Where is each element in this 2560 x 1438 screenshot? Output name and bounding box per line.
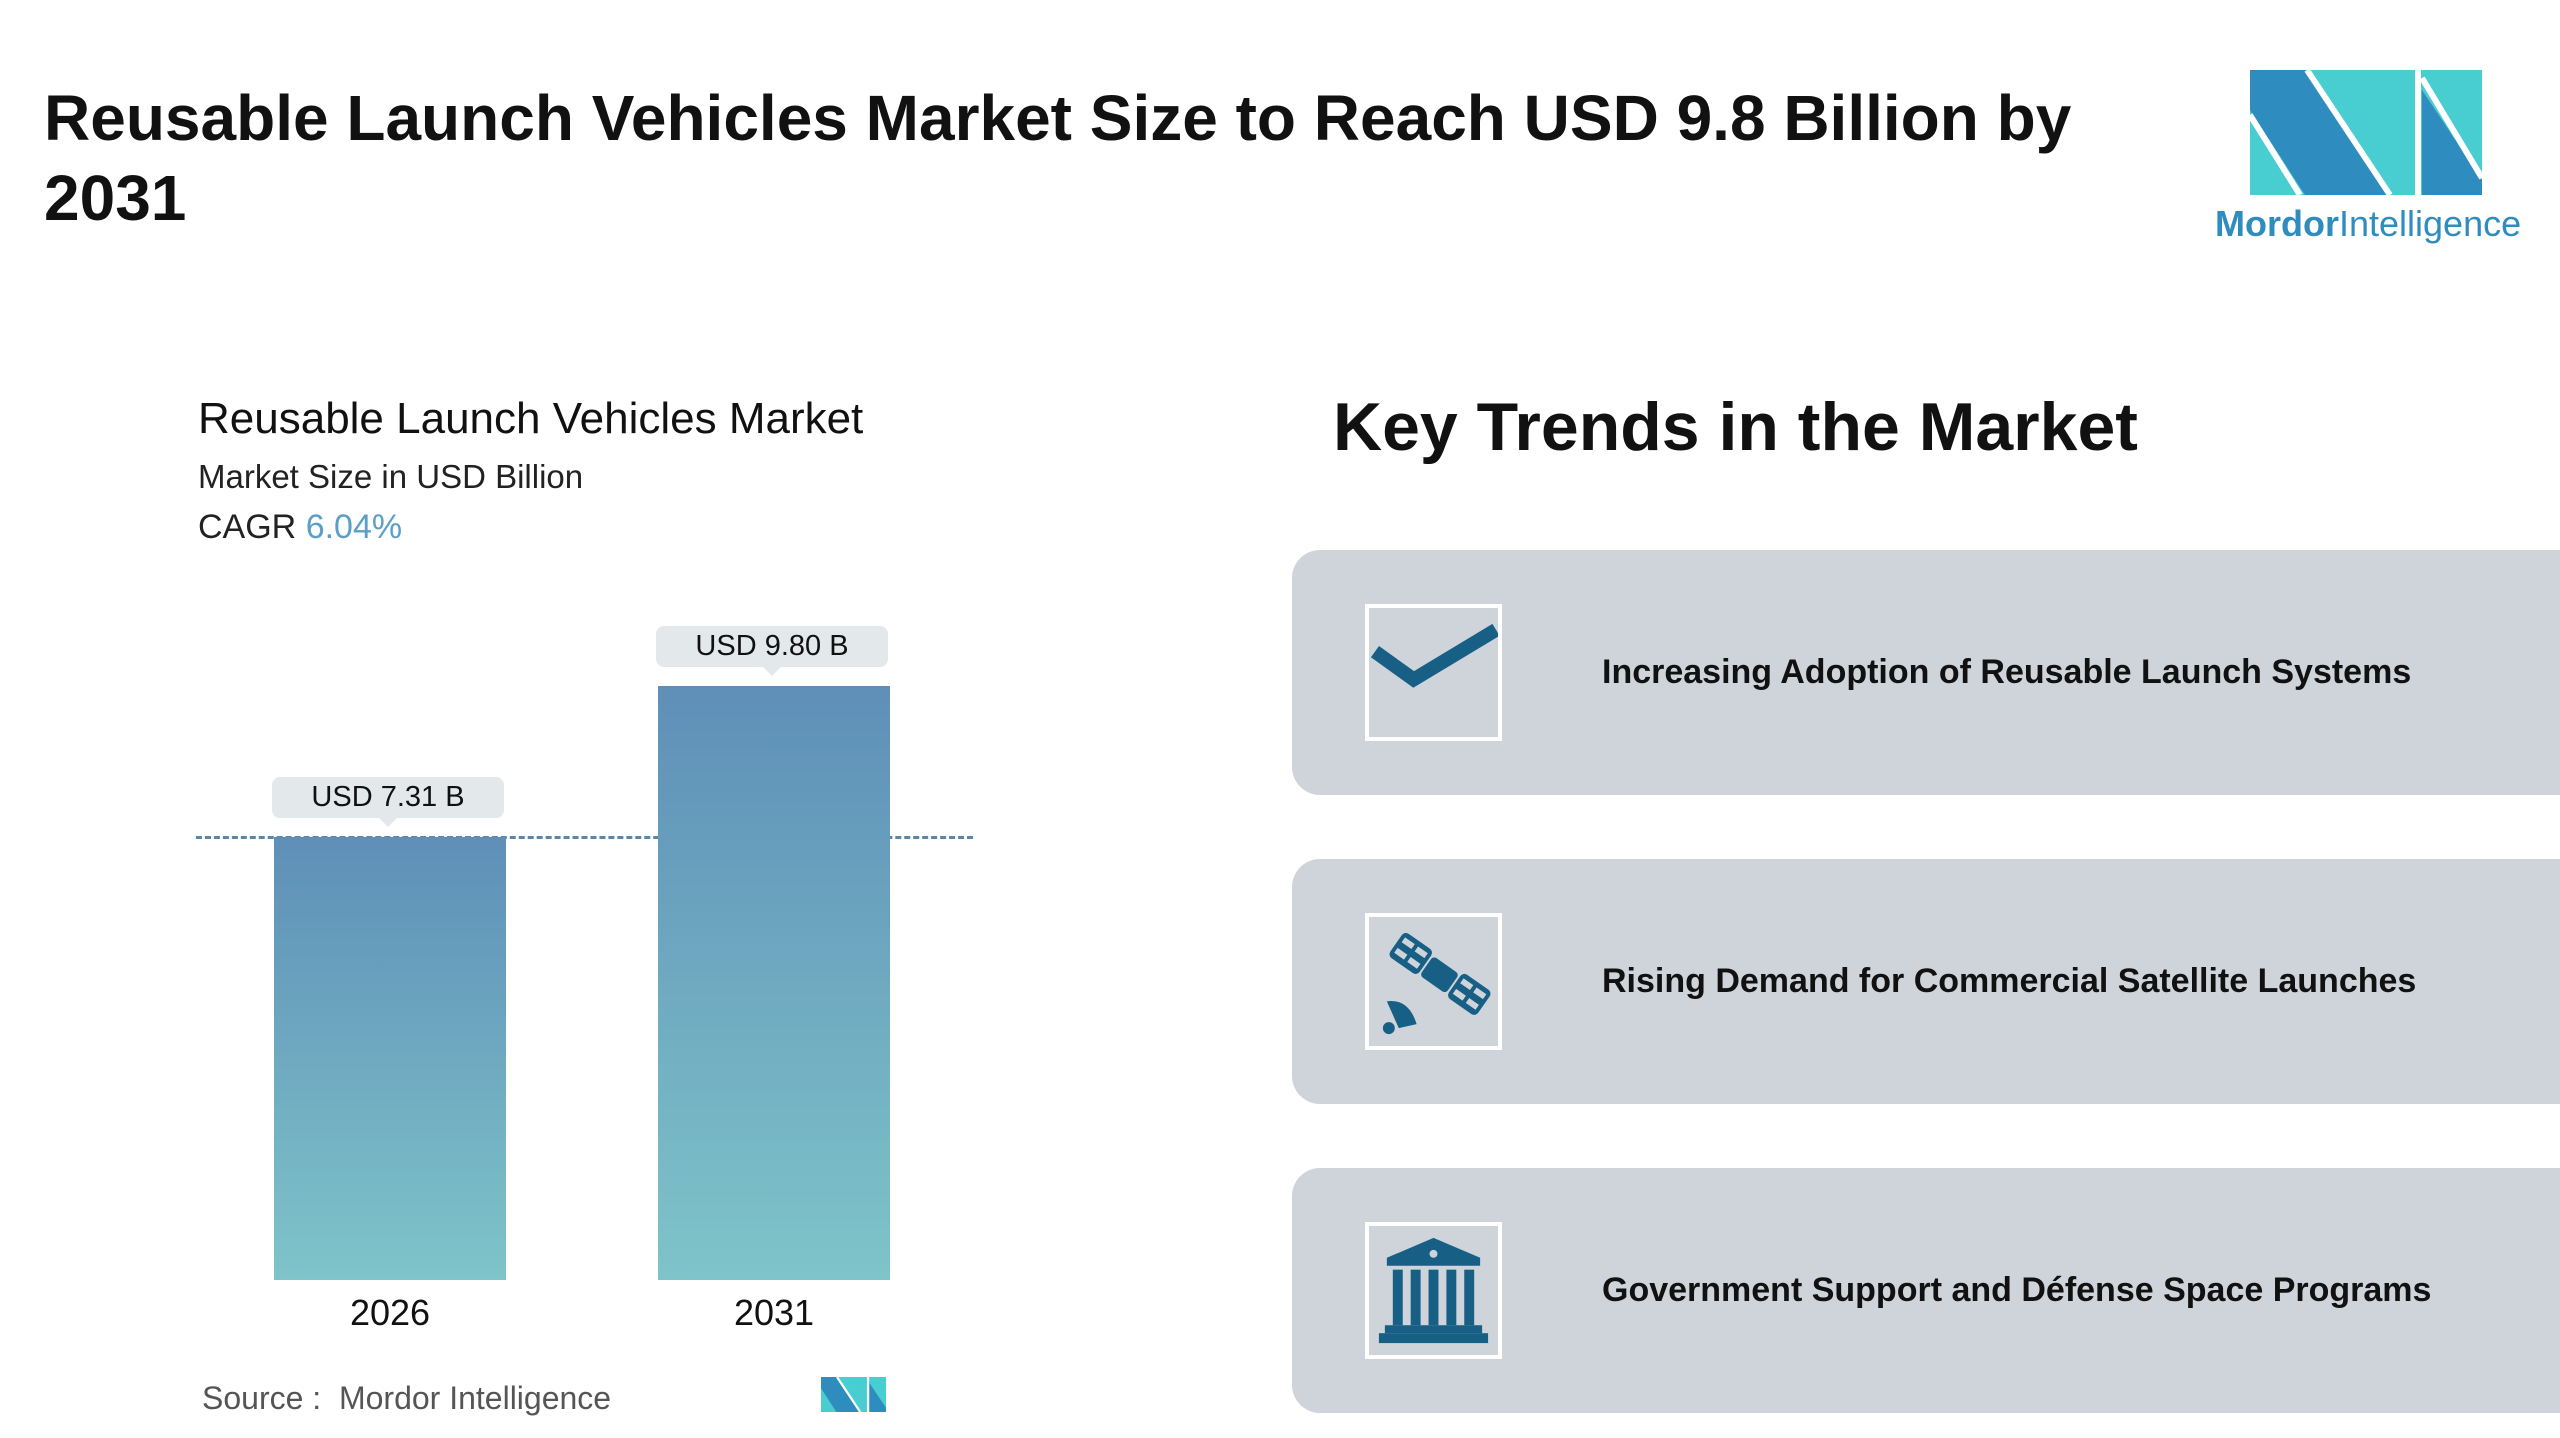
logo-wordmark: MordorIntelligence [2215,203,2522,244]
trend-label: Rising Demand for Commercial Satellite L… [1602,962,2417,1000]
government-building-icon [1365,1222,1502,1359]
data-label-2026: USD 7.31 B [272,776,504,827]
source-note: Source : Mordor Intelligence [202,1380,612,1416]
checkmark-icon [1365,604,1502,741]
satellite-icon [1365,913,1502,1050]
trend-label: Increasing Adoption of Reusable Launch S… [1602,653,2412,691]
chart-title: Reusable Launch Vehicles Market [198,394,864,443]
chart-subtitle: Market Size in USD Billion [198,458,584,495]
page-title: Reusable Launch Vehicles Market Size to … [44,82,2072,234]
data-label-2031: USD 9.80 B [656,626,888,676]
trend-card: Rising Demand for Commercial Satellite L… [1292,859,2560,1104]
x-tick-2026: 2026 [349,1292,431,1333]
trends-heading: Key Trends in the Market [1333,389,2138,465]
trend-card: Government Support and Défense Space Pro… [1292,1168,2560,1413]
bar-2026 [274,836,506,1280]
trend-card: Increasing Adoption of Reusable Launch S… [1292,550,2560,795]
cagr-value: 6.04% [305,508,403,546]
cagr: CAGR 6.04% [198,508,403,546]
x-tick-2031: 2031 [733,1292,815,1333]
small-logo-icon [821,1377,886,1412]
mordor-logo [2247,68,2485,197]
trend-label: Government Support and Défense Space Pro… [1602,1271,2432,1309]
reference-line [196,835,973,839]
bar-2031 [658,686,890,1280]
